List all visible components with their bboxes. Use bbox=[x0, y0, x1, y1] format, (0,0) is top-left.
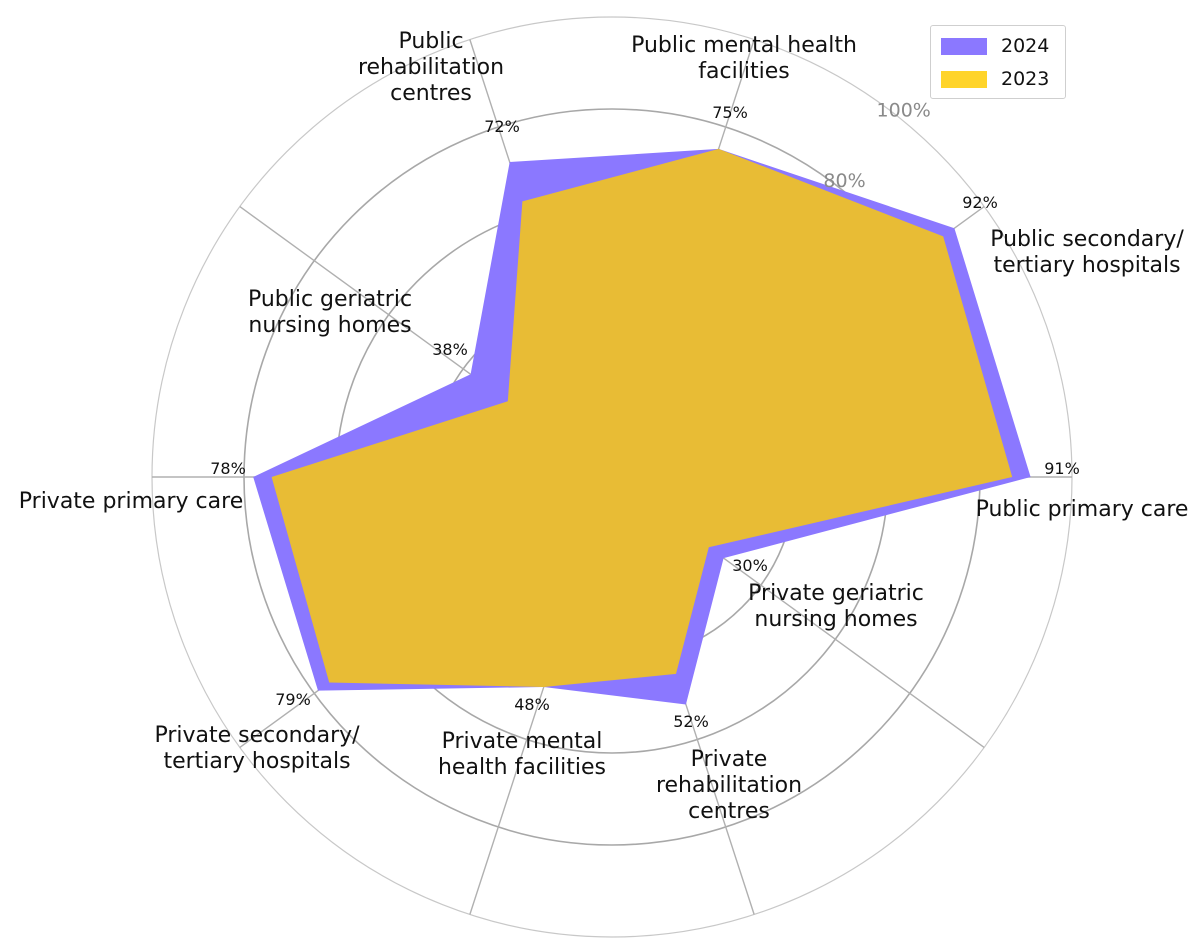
category-label-line: Private geriatric bbox=[748, 581, 924, 606]
category-label-line: tertiary hospitals bbox=[163, 749, 350, 774]
category-label-3: Public rehabilitation centres bbox=[358, 29, 504, 106]
category-label-line: Public primary care bbox=[976, 497, 1189, 522]
value-label-8: 52% bbox=[673, 712, 709, 731]
value-label-6: 79% bbox=[275, 690, 311, 709]
radial-tick-label: 80% bbox=[823, 170, 865, 192]
legend-swatch-2024 bbox=[941, 37, 987, 55]
radial-tick-label: 100% bbox=[877, 100, 931, 122]
category-label-line: Public mental health bbox=[631, 33, 857, 58]
category-label-8: Private rehabilitation centres bbox=[656, 747, 802, 824]
category-label-2: Public mental health facilities bbox=[631, 33, 857, 84]
value-label-4: 38% bbox=[432, 340, 468, 359]
category-label-line: Private bbox=[691, 747, 768, 772]
category-label-line: Private primary care bbox=[19, 489, 243, 514]
value-label-3: 72% bbox=[484, 117, 520, 136]
category-label-line: nursing homes bbox=[248, 313, 411, 338]
category-label-line: nursing homes bbox=[754, 607, 917, 632]
legend-label-2023: 2023 bbox=[1001, 68, 1050, 90]
category-label-line: centres bbox=[390, 81, 472, 106]
category-label-line: rehabilitation bbox=[358, 55, 504, 80]
category-label-line: facilities bbox=[698, 59, 789, 84]
category-label-line: Private secondary/ bbox=[154, 723, 360, 748]
category-label-line: Public geriatric bbox=[248, 287, 412, 312]
value-label-2: 75% bbox=[712, 103, 748, 122]
legend: 2024 2023 bbox=[930, 25, 1066, 99]
legend-swatch-2023 bbox=[941, 70, 987, 88]
category-label-line: health facilities bbox=[438, 755, 606, 780]
category-label-1: Public secondary/tertiary hospitals bbox=[990, 227, 1184, 278]
category-label-9: Private geriatric nursing homes bbox=[748, 581, 924, 632]
category-label-line: Public bbox=[398, 29, 463, 54]
legend-item-2023: 2023 bbox=[941, 67, 1049, 91]
category-label-line: rehabilitation bbox=[656, 773, 802, 798]
category-label-line: Public secondary/ bbox=[990, 227, 1184, 252]
value-label-7: 48% bbox=[514, 695, 550, 714]
category-label-6: Private secondary/tertiary hospitals bbox=[154, 723, 360, 774]
category-label-7: Private mental health facilities bbox=[438, 729, 606, 780]
radar-series bbox=[253, 148, 1031, 705]
category-label-4: Public geriatric nursing homes bbox=[248, 287, 412, 338]
category-label-line: Private mental bbox=[442, 729, 603, 754]
category-label-line: tertiary hospitals bbox=[993, 253, 1180, 278]
legend-item-2024: 2024 bbox=[941, 34, 1049, 58]
legend-label-2024: 2024 bbox=[1001, 35, 1050, 57]
category-label-0: Public primary care bbox=[976, 497, 1189, 522]
category-label-line: centres bbox=[688, 799, 770, 824]
category-label-5: Private primary care bbox=[19, 489, 243, 514]
value-label-0: 91% bbox=[1044, 459, 1080, 478]
series-area-2023 bbox=[271, 148, 1013, 687]
value-label-1: 92% bbox=[962, 193, 998, 212]
value-label-9: 30% bbox=[732, 556, 768, 575]
value-label-5: 78% bbox=[210, 459, 246, 478]
radar-labels: 80% 100% 91% 92% 75% 72% 38% 78% 79% 48% 52% 30% Pub… bbox=[19, 29, 1189, 824]
